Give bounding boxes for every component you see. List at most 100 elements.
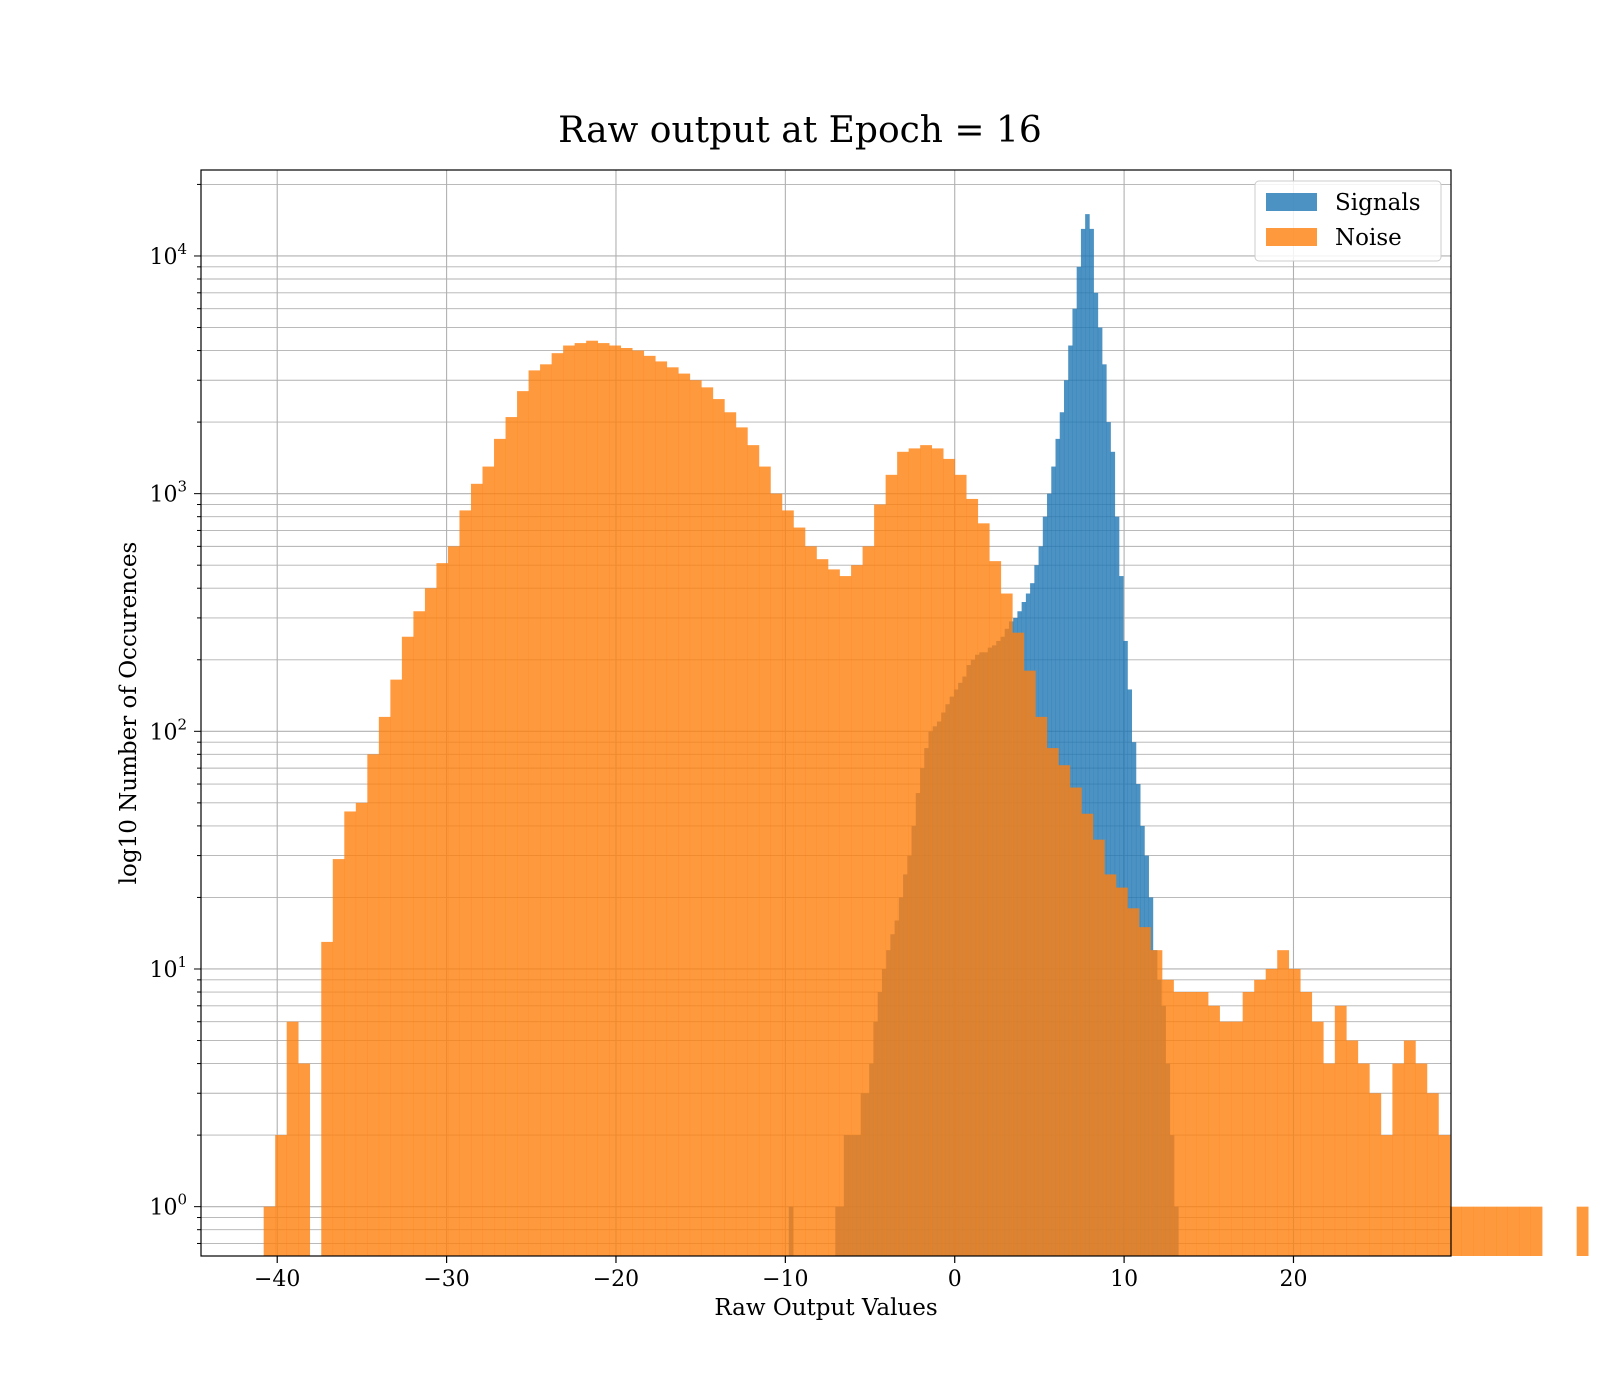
bar-noise — [1346, 1040, 1359, 1256]
bar-signals — [1102, 364, 1107, 1257]
bar-noise — [828, 569, 840, 1256]
bar-noise — [816, 559, 829, 1256]
bar-noise — [298, 1063, 311, 1256]
y-axis-label: log10 Number of Occurences — [116, 542, 142, 885]
legend: Signals Noise — [1254, 180, 1442, 262]
bar-noise — [1115, 887, 1128, 1256]
bar-noise — [447, 546, 460, 1256]
bar-noise — [1219, 1021, 1232, 1256]
y-tick-label: 100 — [149, 1191, 187, 1221]
bar-noise — [1438, 1135, 1451, 1256]
bar-noise — [724, 412, 737, 1256]
bar-noise — [355, 802, 368, 1256]
y-tick-label: 104 — [149, 240, 187, 270]
bar-noise — [1403, 1040, 1416, 1256]
bar-noise — [701, 387, 714, 1257]
bar-noise — [1426, 1093, 1439, 1256]
bar-noise — [609, 345, 622, 1256]
bar-noise — [1277, 950, 1290, 1256]
y-tick-label: 102 — [149, 715, 187, 745]
x-tick-label: −40 — [254, 1267, 300, 1292]
bar-noise — [1265, 968, 1278, 1256]
bar-noise — [482, 466, 495, 1257]
chart-title: Raw output at Epoch = 16 — [558, 110, 1042, 151]
bar-signals — [1089, 228, 1094, 1257]
bar-noise — [770, 493, 783, 1256]
bar-noise — [931, 448, 944, 1256]
bar-noise — [390, 679, 403, 1256]
bar-noise — [920, 445, 932, 1257]
bar-noise — [1311, 1021, 1324, 1256]
bar-noise — [1150, 950, 1163, 1256]
bar-signals — [1076, 266, 1082, 1257]
bar-noise — [1496, 1206, 1508, 1256]
bar-noise — [1127, 908, 1140, 1256]
bar-signals — [1093, 292, 1099, 1256]
x-axis-label: Raw Output Values — [714, 1295, 937, 1321]
bar-noise — [494, 438, 506, 1256]
legend-swatch-signals — [1266, 193, 1317, 211]
bar-noise — [586, 340, 598, 1256]
bar-noise — [436, 563, 449, 1256]
bar-noise — [1300, 992, 1313, 1256]
bar-signals — [1085, 214, 1090, 1256]
bar-noise — [1069, 787, 1082, 1256]
bar-noise — [1139, 927, 1151, 1256]
bar-noise — [862, 546, 875, 1256]
bar-noise — [1185, 992, 1197, 1256]
bar-noise — [263, 1206, 276, 1256]
bar-noise — [1449, 1206, 1462, 1256]
x-tick-label: 10 — [1110, 1267, 1138, 1292]
bar-noise — [1208, 1005, 1220, 1256]
bar-noise — [1196, 992, 1209, 1256]
bar-signals — [1106, 422, 1111, 1256]
bar-noise — [517, 391, 529, 1256]
bar-noise — [954, 474, 967, 1257]
bar-noise — [1023, 670, 1036, 1256]
x-tick-label: 20 — [1279, 1267, 1307, 1292]
bar-noise — [286, 1021, 299, 1256]
bar-noise — [332, 859, 345, 1256]
bar-noise — [678, 373, 691, 1256]
bar-noise — [966, 498, 979, 1256]
bar-noise — [551, 353, 564, 1256]
bar-noise — [1415, 1063, 1428, 1256]
bar-noise — [1576, 1206, 1589, 1256]
bar-noise — [989, 561, 1002, 1256]
bar-noise — [1104, 874, 1117, 1256]
bar-noise — [1530, 1206, 1543, 1256]
bar-noise — [897, 451, 909, 1257]
bar-noise — [747, 445, 760, 1257]
bar-noise — [1380, 1135, 1393, 1256]
bar-noise — [851, 565, 863, 1256]
bar-noise — [540, 364, 552, 1257]
bar-noise — [804, 546, 817, 1256]
bar-noise — [1392, 1063, 1405, 1256]
bar-noise — [528, 370, 541, 1257]
bar-noise — [839, 576, 852, 1256]
bars — [263, 214, 1589, 1257]
bar-noise — [1046, 748, 1059, 1256]
bar-noise — [1254, 979, 1267, 1256]
legend-label-signals: Signals — [1335, 190, 1421, 216]
bar-noise — [1323, 1063, 1336, 1256]
bar-noise — [378, 716, 391, 1256]
bar-noise — [597, 343, 610, 1257]
x-tick-label: −20 — [593, 1267, 639, 1292]
bar-noise — [735, 427, 748, 1257]
bar-noise — [1081, 813, 1094, 1256]
bar-noise — [1173, 992, 1186, 1256]
bar-noise — [758, 466, 771, 1257]
x-tick-label: −30 — [423, 1267, 469, 1292]
bar-signals — [1080, 228, 1086, 1257]
bar-noise — [563, 345, 575, 1256]
bar-noise — [459, 510, 472, 1256]
bar-noise — [1092, 839, 1105, 1256]
bar-noise — [1473, 1206, 1485, 1256]
bar-noise — [620, 348, 633, 1257]
x-tick-label: −10 — [762, 1267, 808, 1292]
bar-noise — [793, 527, 806, 1256]
series-noise — [263, 340, 1589, 1257]
legend-swatch-noise — [1266, 228, 1317, 246]
